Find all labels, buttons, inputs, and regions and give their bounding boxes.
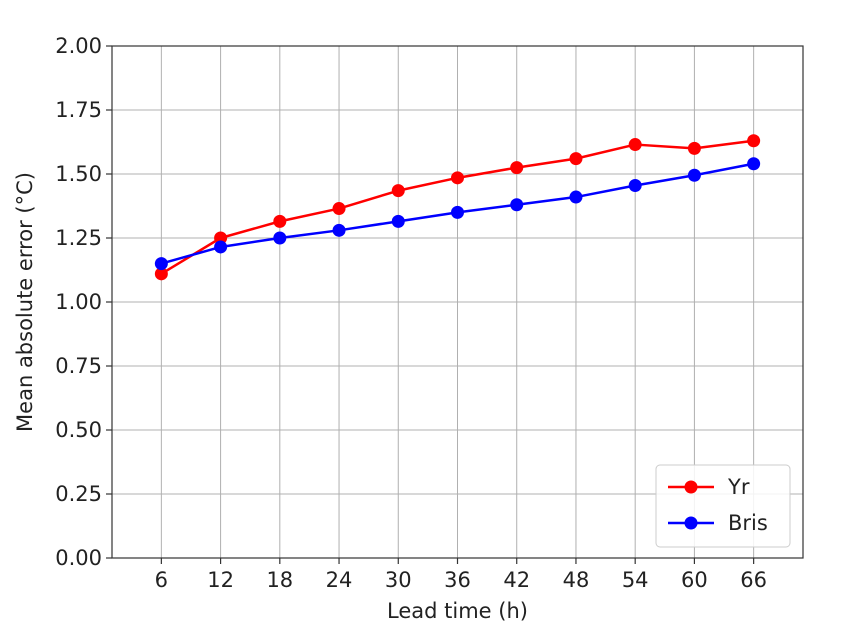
y-tick-label: 1.50 <box>55 162 102 186</box>
legend-label-bris: Bris <box>728 511 768 535</box>
x-tick-label: 24 <box>326 568 353 592</box>
data-point-yr <box>154 267 168 281</box>
data-point-yr <box>510 161 524 175</box>
data-point-bris <box>273 231 287 245</box>
x-tick-label: 42 <box>503 568 530 592</box>
legend-items: Yr Bris <box>668 475 768 535</box>
y-tick-label: 0.00 <box>55 546 102 570</box>
y-tick-label: 2.00 <box>55 34 102 58</box>
legend-label-yr: Yr <box>727 475 750 499</box>
data-point-bris <box>569 190 583 204</box>
tick-layer: 6 12 18 24 30 36 42 48 54 60 66 0.00 0.25 0.50 0.75 1.0… <box>55 34 767 592</box>
data-point-bris <box>214 240 228 254</box>
data-point-yr <box>687 141 701 155</box>
y-tick-label: 0.25 <box>55 482 102 506</box>
data-point-yr <box>391 184 405 198</box>
legend: Yr Bris <box>655 464 791 548</box>
x-tick-label: 30 <box>385 568 412 592</box>
data-point-yr <box>569 152 583 166</box>
x-tick-label: 18 <box>266 568 293 592</box>
data-point-bris <box>628 179 642 193</box>
legend-box <box>655 464 791 548</box>
x-tick-label: 6 <box>155 568 168 592</box>
y-tick-label: 1.25 <box>55 226 102 250</box>
x-tick-label: 12 <box>207 568 234 592</box>
data-point-yr <box>332 202 346 216</box>
y-tick-label: 1.00 <box>55 290 102 314</box>
y-axis-title: Mean absolute error (°C) <box>13 172 37 432</box>
x-tick-label: 60 <box>681 568 708 592</box>
data-point-yr <box>451 171 464 185</box>
x-tick-label: 66 <box>740 568 767 592</box>
data-point-yr <box>273 214 287 228</box>
x-tick-label: 48 <box>563 568 590 592</box>
series-layer <box>154 134 761 281</box>
data-point-bris <box>391 214 405 228</box>
x-tick-label: 36 <box>444 568 471 592</box>
data-point-yr <box>747 134 761 148</box>
data-point-bris <box>747 157 761 171</box>
legend-marker-yr <box>684 480 698 494</box>
data-point-yr <box>628 138 642 152</box>
x-axis-title: Lead time (h) <box>387 599 528 623</box>
data-point-yr <box>214 231 228 245</box>
data-point-bris <box>332 223 346 237</box>
y-tick-label: 1.75 <box>55 98 102 122</box>
y-tick-label: 0.75 <box>55 354 102 378</box>
data-point-bris <box>687 168 701 182</box>
legend-marker-bris <box>684 516 698 530</box>
y-tick-label: 0.50 <box>55 418 102 442</box>
data-point-bris <box>451 205 464 219</box>
data-point-bris <box>154 257 168 271</box>
data-point-bris <box>510 198 524 212</box>
x-tick-label: 54 <box>622 568 649 592</box>
